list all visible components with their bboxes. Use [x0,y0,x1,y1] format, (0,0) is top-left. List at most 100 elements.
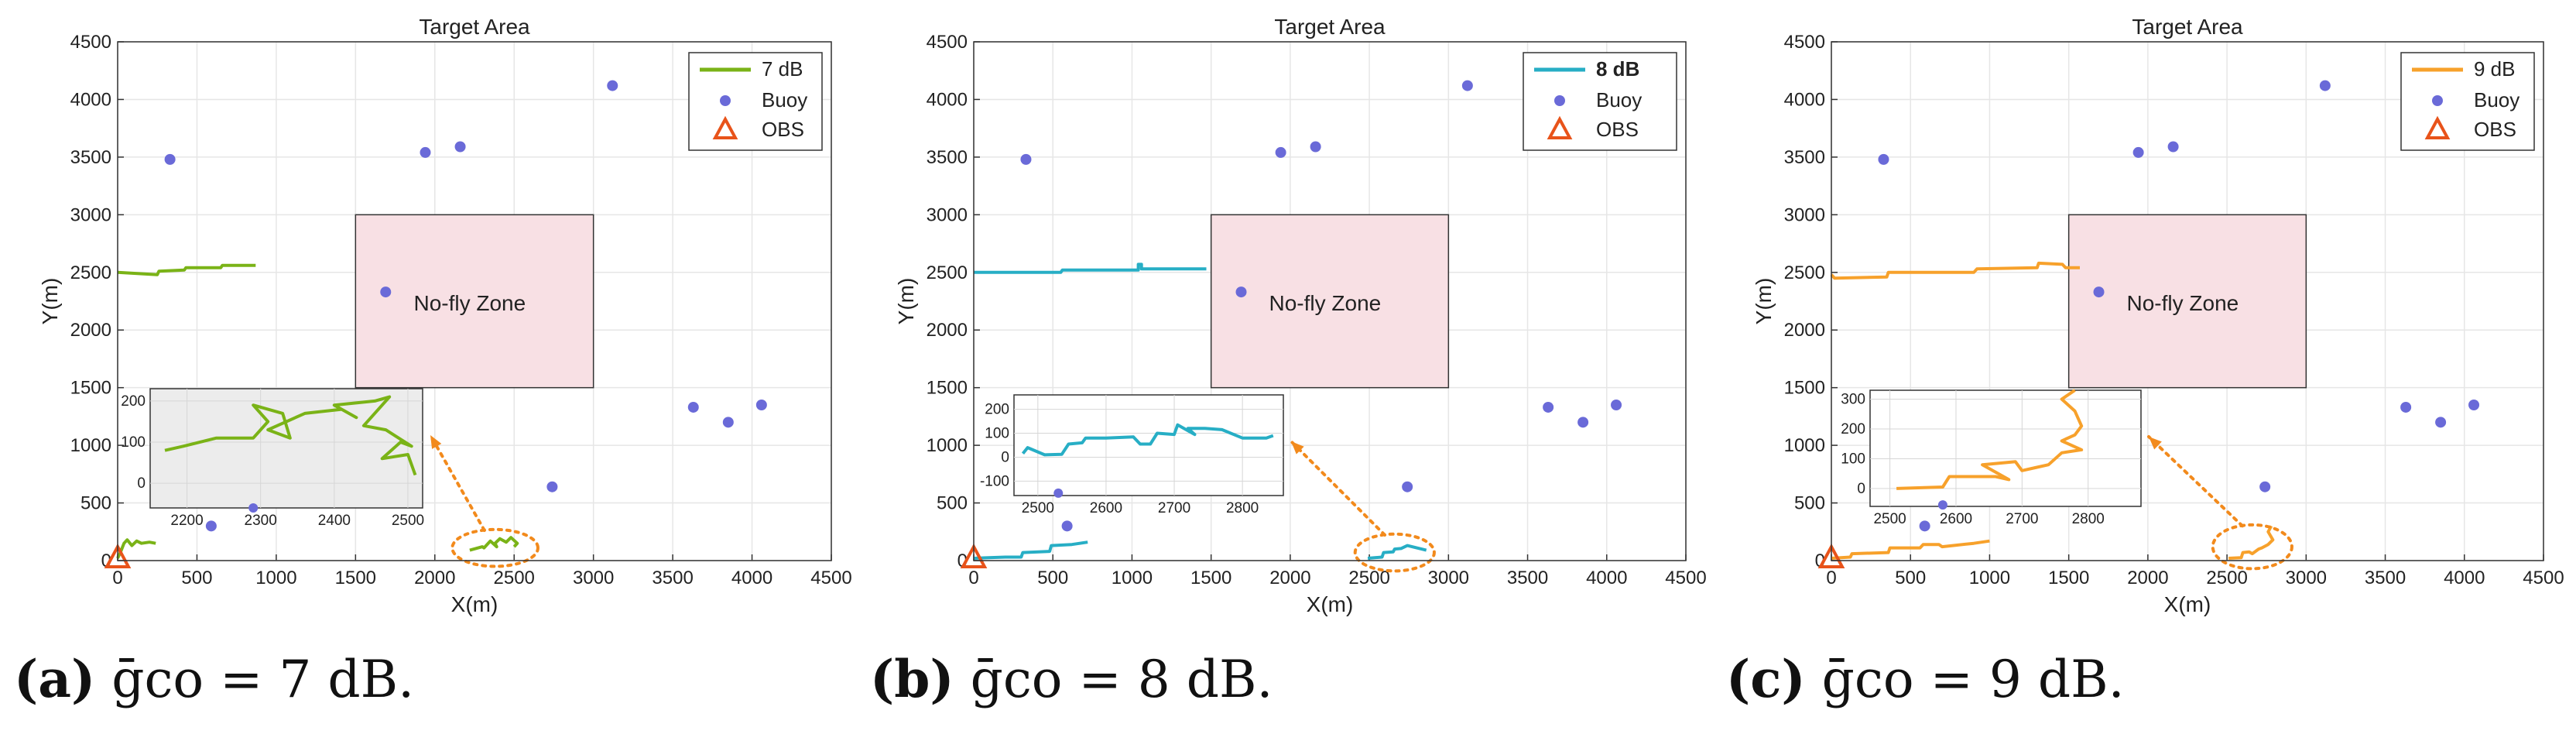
legend-label-obs: OBS [762,118,804,141]
chart-title: Target Area [2132,15,2243,39]
trajectory-line [973,540,1088,560]
trajectory-line [1831,539,1990,560]
y-tick-label: 4500 [1784,32,1825,53]
zoom-ellipse [1353,532,1436,573]
y-tick-label: 3500 [927,147,968,168]
y-axis-label: Y(m) [1752,278,1776,325]
no-fly-zone-label: No-fly Zone [1269,291,1382,315]
x-tick-label: 2500 [2206,568,2247,588]
inset-x-tick-label: 2800 [1226,500,1259,516]
zoom-arrow [2147,435,2245,528]
buoy-marker [420,146,431,158]
buoy-marker [205,520,217,532]
x-tick-label: 500 [1037,568,1068,588]
y-tick-label: 1000 [70,435,111,456]
zoom-ellipse [450,527,540,568]
obs-marker [960,543,988,569]
buoy-marker [755,400,767,410]
trajectory-line [1830,261,2080,280]
caption-b-label: (b) [870,649,954,709]
buoy-marker [687,401,699,413]
x-tick-label: 3500 [652,568,693,588]
caption-c-label: (c) [1726,649,1806,709]
inset-x-tick-label: 2500 [1873,511,1906,527]
x-axis-label: X(m) [2164,592,2211,616]
y-tick-label: 3000 [927,204,968,225]
legend-obs-swatch [712,115,738,139]
buoy-marker [1061,520,1073,532]
caption-c: (c) ḡco = 9 dB. [1726,649,2125,709]
x-tick-label: 4000 [731,568,772,588]
x-tick-label: 3000 [573,568,614,588]
buoy-marker [2259,481,2271,492]
caption-a-label: (a) [14,649,96,709]
legend-label-buoy: Buoy [2474,88,2519,111]
buoy-marker [1020,153,1032,165]
y-tick-label: 4000 [927,89,968,110]
buoy-marker [2132,146,2144,158]
obs-marker [1817,543,1845,569]
inset-y-tick-label: 100 [121,434,146,451]
buoy-marker [2435,417,2447,428]
inset-y-tick-label: 0 [137,475,146,492]
inset-y-tick-label: 300 [1841,392,1865,408]
buoy-marker [1919,520,1930,532]
inset-buoy-marker [248,503,259,513]
obs-marker [104,543,132,569]
caption-b-text: ḡco = 8 dB. [970,650,1273,709]
y-tick-label: 2500 [70,262,111,283]
buoy-marker [1611,400,1622,410]
legend-label-buoy: Buoy [1596,88,1642,111]
x-tick-label: 1000 [1969,568,2010,588]
inset-buoy-marker [1053,488,1064,498]
y-tick-label: 500 [80,493,111,514]
zoom-arrow [429,434,486,532]
caption-a: (a) ḡco = 7 dB. [14,649,414,709]
buoy-marker [2167,141,2179,153]
trajectory-line [117,263,256,276]
caption-a-text: ḡco = 7 dB. [111,650,415,709]
buoy-marker [722,417,734,428]
caption-c-text: ḡco = 9 dB. [1821,650,2125,709]
y-tick-label: 500 [937,493,968,514]
inset-y-tick-label: 200 [985,402,1009,418]
x-tick-label: 1500 [335,568,376,588]
zoom-arrow-head [2149,437,2162,450]
legend-label-obs: OBS [2474,118,2516,141]
x-tick-label: 2500 [494,568,535,588]
inset-y-tick-label: 200 [1841,421,1865,437]
inset-x-tick-label: 2700 [2006,511,2038,527]
trajectory-line [2228,525,2275,560]
zoom-arrow-head [430,435,442,449]
inset-x-tick-label: 2600 [1940,511,1972,527]
legend-label-series: 9 dB [2474,57,2516,81]
no-fly-zone [2067,214,2307,389]
buoy-marker [2468,400,2480,410]
buoy-marker [1461,80,1473,91]
buoy-marker [2093,286,2105,298]
chart-panel-3: 0 500 1000 1500 2000 2500 3000 3500 4000 4500 0 500… [1752,15,2564,616]
x-tick-label: 1500 [2048,568,2089,588]
buoy-marker [546,481,558,492]
y-axis-label: Y(m) [894,278,918,325]
inset-x-tick-label: 2500 [392,513,424,529]
y-tick-label: 1000 [927,435,968,456]
x-tick-label: 4000 [2444,568,2485,588]
inset-x-tick-label: 2400 [318,513,351,529]
inset-x-tick-label: 2500 [1022,500,1054,516]
zoom-ellipse [2211,523,2293,571]
y-tick-label: 2500 [1784,262,1825,283]
zoom-arrow [1290,440,1387,537]
inset-x-tick-label: 2200 [170,513,203,529]
legend-obs-swatch [2424,115,2451,139]
buoy-marker [1577,417,1589,428]
y-tick-label: 2000 [70,320,111,341]
x-tick-label: 4000 [1586,568,1627,588]
caption-b: (b) ḡco = 8 dB. [870,649,1273,709]
y-tick-label: 500 [1794,493,1825,514]
x-tick-label: 2500 [1348,568,1389,588]
y-tick-label: 2000 [1784,320,1825,341]
legend-buoy-swatch [2432,95,2443,106]
x-tick-label: 0 [112,568,122,588]
